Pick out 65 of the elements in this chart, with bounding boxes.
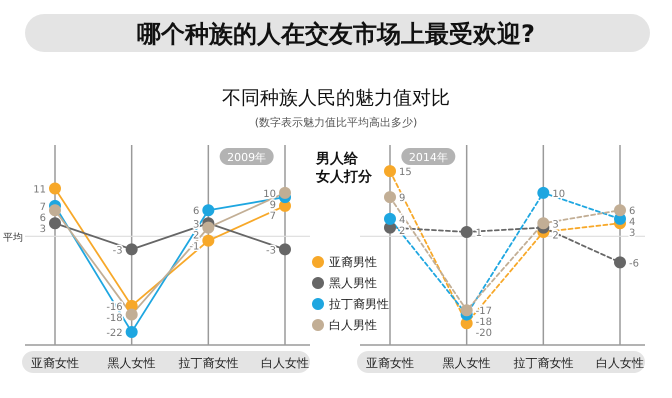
point — [460, 226, 473, 238]
x-tick-label: 亚裔女性 — [31, 356, 79, 370]
point — [384, 212, 396, 225]
point — [202, 234, 214, 247]
text: 不同种族人民的魅力值对比 — [222, 87, 450, 109]
text: 2009年 — [227, 151, 266, 164]
point — [279, 186, 291, 199]
x-tick-label: 白人女性 — [261, 356, 309, 370]
data-label: 6 — [40, 212, 46, 224]
data-label: 7 — [40, 202, 46, 213]
point — [460, 304, 473, 316]
data-label: -17 — [476, 306, 492, 318]
point — [126, 326, 138, 338]
legend-label: 白人男性 — [329, 318, 377, 332]
point — [202, 222, 214, 234]
data-label: 3 — [629, 228, 636, 240]
data-label: 6 — [629, 206, 636, 218]
legend-title: 男人给女人打分 — [315, 151, 373, 185]
point — [384, 191, 396, 204]
point — [384, 165, 396, 178]
data-label: -6 — [629, 258, 639, 270]
point — [126, 243, 138, 256]
point — [49, 204, 61, 216]
data-label: 2 — [192, 230, 200, 242]
x-tick-label: 黑人女性 — [108, 356, 156, 370]
data-label: -22 — [106, 328, 123, 339]
point — [279, 243, 291, 256]
x-tick-label: 黑人女性 — [442, 356, 491, 370]
data-label: -3 — [266, 245, 276, 256]
data-label: 10 — [263, 188, 276, 200]
point — [202, 204, 214, 216]
legend-label: 拉丁裔男性 — [329, 297, 389, 311]
point — [126, 308, 138, 321]
data-label: 2 — [552, 230, 559, 242]
data-label: 7 — [270, 210, 276, 222]
text: 哪个种族的人在交友市场上最受欢迎? — [137, 20, 535, 48]
x-tick-label: 拉丁裔女性 — [178, 356, 238, 370]
data-label: 15 — [399, 167, 412, 178]
point — [614, 256, 626, 268]
data-label: 10 — [552, 188, 566, 200]
data-label: -20 — [476, 328, 492, 340]
x-tick-label: 亚裔女性 — [366, 356, 414, 370]
point — [49, 217, 61, 230]
data-label: -3 — [112, 245, 123, 256]
data-label: 3 — [40, 224, 46, 235]
data-label: 9 — [399, 193, 406, 204]
legend-label: 亚裔男性 — [329, 255, 377, 269]
text: 2014年 — [408, 151, 448, 164]
point — [614, 204, 626, 216]
data-label: 11 — [33, 184, 46, 196]
x-tick-label: 白人女性 — [596, 356, 644, 370]
point — [537, 186, 550, 199]
data-label: 3 — [552, 219, 559, 230]
data-label: -18 — [476, 317, 492, 328]
x-tick-label: 拉丁裔女性 — [513, 356, 574, 370]
data-label: 4 — [629, 217, 636, 228]
data-label: 6 — [192, 206, 200, 218]
legend-label: 黑人男性 — [329, 276, 377, 290]
text: (数字表示魅力值比平均高出多少) — [254, 116, 418, 129]
ref-line-label: 平均 — [3, 231, 23, 244]
point — [49, 182, 61, 194]
point — [537, 217, 550, 230]
data-label: 4 — [399, 214, 406, 226]
data-label: -18 — [106, 312, 123, 324]
data-label: 9 — [270, 200, 276, 211]
